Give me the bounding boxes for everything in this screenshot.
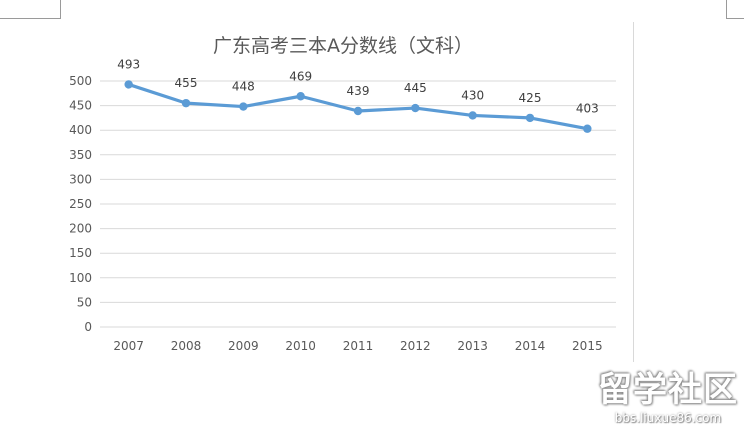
data-label-2012: 445 [404,81,427,95]
chart-title: 广东高考三本A分数线（文科） [213,35,473,57]
y-tick-label: 50 [77,295,92,309]
y-tick-label: 200 [69,222,92,236]
page-divider-line [633,22,634,362]
y-tick-label: 450 [69,99,92,113]
y-tick-label: 350 [69,148,92,162]
y-tick-label: 0 [84,320,92,334]
x-tick-label: 2013 [457,339,488,353]
data-label-2007: 493 [117,57,140,71]
x-tick-label: 2014 [515,339,546,353]
y-tick-label: 100 [69,271,92,285]
y-tick-label: 250 [69,197,92,211]
x-axis-ticks: 2007 2008 2009 2010 2011 2012 2013 2014 2015 [113,339,602,353]
data-labels: 493 455 448 469 439 445 430 425 403 [117,57,599,115]
data-label-2014: 425 [519,91,542,105]
data-point-2014 [525,113,535,123]
series-group [124,80,592,133]
x-tick-label: 2011 [343,339,374,353]
watermark: 留学社区 bbs.liuxue86.com [598,362,738,425]
data-label-2008: 455 [175,76,198,90]
x-tick-label: 2007 [113,339,144,353]
x-tick-label: 2012 [400,339,431,353]
x-tick-label: 2015 [572,339,603,353]
data-point-2010 [296,92,305,101]
data-point-2013 [468,111,477,120]
watermark-logo: 留学社区 [598,370,738,410]
x-tick-label: 2009 [228,339,259,353]
data-point-2011 [353,106,363,116]
x-tick-label: 2008 [171,339,202,353]
y-tick-label: 300 [69,172,92,186]
data-label-2009: 448 [232,80,255,94]
page-corner-mark-right [726,0,744,19]
data-point-2012 [411,103,420,113]
data-point-2015 [583,124,592,133]
y-tick-label: 500 [69,74,92,88]
data-label-2010: 469 [289,69,312,83]
data-point-2009 [239,102,248,111]
data-label-2015: 403 [576,102,599,116]
y-tick-label: 150 [69,246,92,260]
data-point-2007 [124,80,133,89]
x-tick-label: 2010 [285,339,316,353]
data-label-2013: 430 [461,88,484,102]
y-axis-ticks: 0 50 100 150 200 250 300 350 400 450 500 [69,74,92,334]
y-tick-label: 400 [69,123,92,137]
data-label-2011: 439 [347,84,370,98]
data-point-2008 [181,98,191,108]
page-corner-mark-left [0,0,61,19]
watermark-url: bbs.liuxue86.com [614,411,722,425]
